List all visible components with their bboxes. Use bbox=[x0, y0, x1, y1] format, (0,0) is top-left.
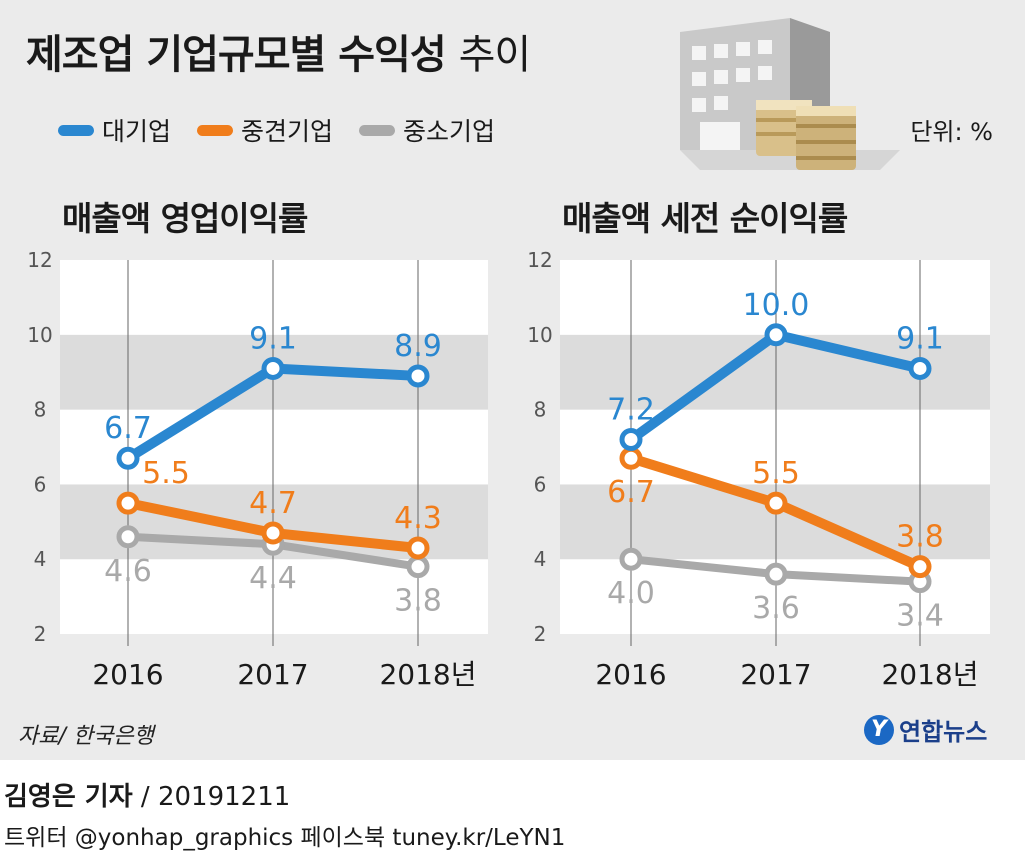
title-bold: 제조업 기업규모별 수익성 bbox=[26, 32, 447, 78]
y-tick-label: 4 bbox=[34, 547, 47, 571]
y-tick-label: 12 bbox=[27, 248, 52, 272]
plot-band bbox=[60, 409, 488, 485]
social-links: 트위터 @yonhap_graphics 페이스북 tuney.kr/LeYN1 bbox=[4, 825, 566, 851]
x-tick-label: 2017 bbox=[740, 658, 811, 691]
infographic-panel: 제조업 기업규모별 수익성 추이 대기업 중견기업 중소기업 단위: % 매출액… bbox=[0, 0, 1025, 760]
legend: 대기업 중견기업 중소기업 bbox=[58, 112, 521, 148]
yonhap-logo: Y 연합뉴스 bbox=[864, 712, 987, 747]
chart-title-left: 매출액 영업이익률 bbox=[62, 199, 308, 238]
data-point-small bbox=[406, 555, 430, 579]
data-point-small bbox=[619, 547, 643, 571]
legend-swatch-large bbox=[58, 124, 94, 136]
unit-label: 단위: % bbox=[910, 118, 993, 146]
y-tick-label: 8 bbox=[34, 398, 47, 422]
x-tick-label: 2017 bbox=[237, 658, 308, 691]
data-point-mid bbox=[261, 521, 285, 545]
logo-mark: Y bbox=[864, 714, 894, 745]
data-label-mid: 4.3 bbox=[394, 501, 442, 536]
legend-item-large: 대기업 bbox=[58, 112, 171, 148]
data-label-small: 3.8 bbox=[394, 584, 442, 619]
data-point-small bbox=[116, 525, 140, 549]
data-point-large bbox=[619, 428, 643, 452]
chart-pretax-margin: 2 4 6 8 10 12 2016 2017 2018년 4.0 3.6 3.4 6.7 5.5 3.8 7… bbox=[527, 248, 990, 691]
x-tick-label: 2016 bbox=[595, 658, 666, 691]
data-label-large: 9.1 bbox=[249, 321, 297, 356]
page-title: 제조업 기업규모별 수익성 추이 bbox=[26, 22, 532, 80]
charts: 2 4 6 8 10 12 2016 2017 2018년 4.6 4.4 3.8 5.5 4.7 4.3 6… bbox=[27, 248, 990, 691]
data-point-large bbox=[764, 323, 788, 347]
plot-band bbox=[560, 260, 990, 335]
legend-item-mid: 중견기업 bbox=[197, 112, 333, 148]
legend-item-small: 중소기업 bbox=[359, 112, 495, 148]
publish-date: / 20191211 bbox=[132, 782, 291, 812]
y-tick-label: 6 bbox=[34, 472, 47, 496]
data-label-small: 4.4 bbox=[249, 561, 297, 596]
data-point-mid bbox=[116, 491, 140, 515]
y-tick-label: 12 bbox=[527, 248, 552, 272]
chart-operating-margin: 2 4 6 8 10 12 2016 2017 2018년 4.6 4.4 3.8 5.5 4.7 4.3 6… bbox=[27, 248, 488, 691]
data-point-mid bbox=[764, 491, 788, 515]
data-point-small bbox=[764, 562, 788, 586]
legend-swatch-small bbox=[359, 124, 396, 136]
data-label-small: 3.4 bbox=[896, 599, 944, 634]
data-label-small: 4.0 bbox=[607, 576, 655, 611]
data-point-mid bbox=[908, 555, 932, 579]
data-point-mid bbox=[406, 536, 430, 560]
data-label-large: 10.0 bbox=[743, 288, 810, 323]
data-point-large bbox=[116, 446, 140, 470]
title-light: 추이 bbox=[458, 32, 532, 78]
data-label-large: 7.2 bbox=[607, 393, 655, 428]
y-tick-label: 6 bbox=[534, 472, 547, 496]
reporter-name: 김영은 기자 bbox=[4, 782, 133, 812]
y-tick-label: 4 bbox=[534, 547, 547, 571]
data-label-mid: 5.5 bbox=[752, 456, 800, 491]
data-label-small: 3.6 bbox=[752, 591, 800, 626]
legend-label-small: 중소기업 bbox=[403, 117, 496, 146]
y-tick-label: 8 bbox=[534, 398, 547, 422]
reporter-credit: 김영은 기자 / 20191211 bbox=[4, 776, 290, 813]
data-label-mid: 5.5 bbox=[142, 456, 190, 491]
y-tick-label: 2 bbox=[34, 622, 47, 646]
data-point-large bbox=[908, 356, 932, 380]
data-label-mid: 3.8 bbox=[896, 520, 944, 555]
legend-swatch-mid bbox=[197, 124, 234, 136]
building-money-illustration bbox=[680, 18, 900, 170]
data-label-large: 6.7 bbox=[104, 411, 152, 446]
plot-band bbox=[60, 260, 488, 335]
data-label-large: 9.1 bbox=[896, 321, 944, 356]
data-label-large: 8.9 bbox=[394, 329, 442, 364]
data-point-large bbox=[261, 356, 285, 380]
data-label-mid: 4.7 bbox=[249, 486, 297, 521]
source-note: 자료/ 한국은행 bbox=[18, 724, 154, 749]
x-tick-label: 2016 bbox=[92, 658, 163, 691]
data-point-large bbox=[406, 364, 430, 388]
legend-label-large: 대기업 bbox=[102, 117, 172, 146]
legend-label-mid: 중견기업 bbox=[241, 117, 334, 146]
chart-title-right: 매출액 세전 순이익률 bbox=[562, 199, 848, 238]
x-tick-label: 2018년 bbox=[379, 658, 476, 691]
money-stack-icon bbox=[756, 100, 856, 170]
data-label-mid: 6.7 bbox=[607, 475, 655, 510]
x-tick-label: 2018년 bbox=[881, 658, 978, 691]
data-label-small: 4.6 bbox=[104, 554, 152, 589]
y-tick-label: 10 bbox=[527, 323, 552, 347]
logo-text: 연합뉴스 bbox=[899, 718, 988, 746]
y-tick-label: 10 bbox=[27, 323, 52, 347]
data-point-mid bbox=[619, 446, 643, 470]
y-tick-label: 2 bbox=[534, 622, 547, 646]
